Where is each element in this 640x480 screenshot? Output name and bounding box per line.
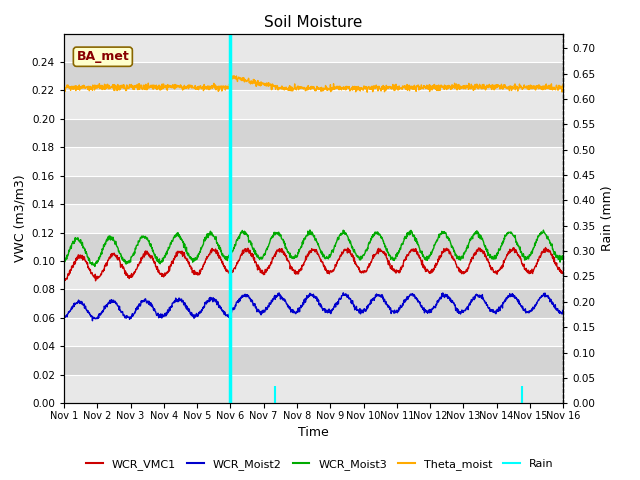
Bar (64, 204, 563, 233)
Bar (64, 119, 563, 147)
Bar (64, 62, 563, 90)
Bar (64, 375, 563, 403)
Y-axis label: VWC (m3/m3): VWC (m3/m3) (13, 175, 26, 262)
Title: Soil Moisture: Soil Moisture (264, 15, 363, 30)
Bar (64, 233, 563, 261)
Legend: WCR_VMC1, WCR_Moist2, WCR_Moist3, Theta_moist, Rain: WCR_VMC1, WCR_Moist2, WCR_Moist3, Theta_… (82, 455, 558, 474)
Bar (64, 90, 563, 119)
X-axis label: Time: Time (298, 426, 329, 439)
Bar (64, 347, 563, 375)
Bar (64, 147, 563, 176)
Bar (64, 289, 563, 318)
Text: BA_met: BA_met (77, 50, 129, 63)
Bar (64, 176, 563, 204)
Y-axis label: Rain (mm): Rain (mm) (601, 186, 614, 251)
Bar (64, 261, 563, 289)
Bar (64, 318, 563, 347)
